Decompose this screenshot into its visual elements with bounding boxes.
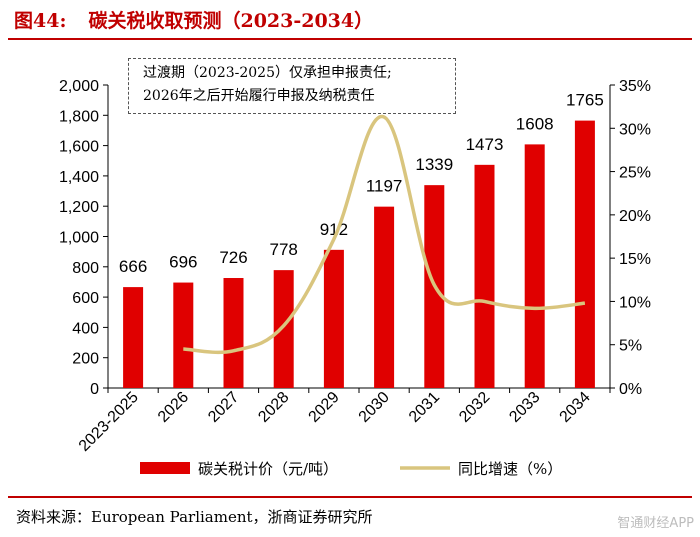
y-right-tick-label: 0% — [619, 381, 642, 398]
bar — [173, 282, 194, 388]
legend-line-label: 同比增速（%） — [458, 460, 562, 478]
x-tick-label: 2026 — [155, 389, 192, 426]
bar — [574, 120, 595, 388]
x-tick-label: 2029 — [306, 389, 343, 426]
y-left-tick-label: 600 — [72, 290, 99, 307]
bar — [223, 278, 244, 388]
bar-data-label: 1473 — [466, 135, 504, 154]
x-tick-label: 2027 — [205, 389, 242, 426]
title-rule — [8, 38, 692, 40]
figure-title-text: 碳关税收取预测（2023-2034） — [88, 10, 374, 32]
note-box: 过渡期（2023-2025）仅承担申报责任; 2026年之后开始履行申报及纳税责… — [128, 58, 456, 114]
watermark-text: 智通财经APP — [617, 516, 694, 531]
bar — [524, 144, 545, 388]
figure-title: 图44: 碳关税收取预测（2023-2034） — [14, 6, 373, 34]
y-right-tick-label: 5% — [619, 338, 642, 355]
bar-data-label: 778 — [270, 240, 298, 259]
y-right-tick-label: 25% — [619, 165, 651, 182]
bar-data-label: 1197 — [366, 177, 403, 196]
y-left-tick-label: 1,600 — [59, 139, 99, 156]
y-left-tick-label: 1,800 — [59, 108, 99, 125]
legend-bar-swatch — [140, 462, 190, 474]
x-tick-label: 2031 — [406, 389, 443, 426]
bar-data-label: 1339 — [415, 155, 453, 174]
bar — [374, 206, 395, 388]
bar-data-label: 726 — [219, 248, 247, 267]
y-right-tick-label: 10% — [619, 294, 651, 311]
y-left-tick-label: 1,400 — [59, 169, 99, 186]
bar — [323, 249, 344, 388]
y-left-tick-label: 800 — [72, 260, 99, 277]
x-tick-label: 2033 — [506, 389, 543, 426]
y-right-tick-label: 15% — [619, 251, 651, 268]
y-right-tick-label: 20% — [619, 208, 651, 225]
y-left-tick-label: 400 — [72, 320, 99, 337]
x-tick-label: 2032 — [456, 389, 493, 426]
x-tick-label: 2028 — [255, 389, 292, 426]
y-right-tick-label: 30% — [619, 121, 651, 138]
legend-bar-label: 碳关税计价（元/吨） — [198, 460, 338, 478]
note-line-2: 2026年之后开始履行申报及纳税责任 — [143, 88, 375, 104]
x-tick-label: 2034 — [557, 389, 594, 426]
bar-data-label: 696 — [169, 253, 197, 272]
note-line-1: 过渡期（2023-2025）仅承担申报责任; — [143, 65, 392, 81]
y-left-tick-label: 1,200 — [59, 199, 99, 216]
y-right-tick-label: 35% — [619, 78, 651, 95]
y-left-tick-label: 200 — [72, 351, 99, 368]
bar — [474, 164, 495, 388]
y-left-tick-label: 2,000 — [59, 78, 99, 95]
source-text: 资料来源：European Parliament，浙商证券研究所 — [16, 508, 373, 526]
bar — [273, 270, 294, 388]
source-rule — [8, 496, 692, 498]
figure-number: 图44: — [14, 10, 67, 32]
bar-data-label: 666 — [119, 257, 147, 276]
x-tick-label: 2023-2025 — [76, 389, 142, 455]
growth-rate-line — [183, 115, 586, 355]
bar — [123, 287, 144, 388]
bar-data-label: 1608 — [516, 114, 554, 133]
x-tick-label: 2030 — [356, 389, 393, 426]
y-left-tick-label: 0 — [90, 381, 99, 398]
bar-data-label: 1765 — [566, 91, 604, 110]
y-left-tick-label: 1,000 — [59, 230, 99, 247]
